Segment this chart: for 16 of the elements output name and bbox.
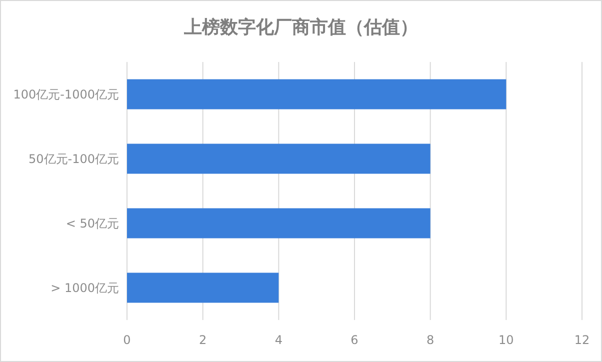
bar xyxy=(127,208,430,238)
x-tick-label: 2 xyxy=(199,333,207,347)
y-tick-label: 50亿元-100亿元 xyxy=(28,152,119,166)
x-tick-label: 4 xyxy=(274,333,282,347)
x-tick-label: 0 xyxy=(123,333,131,347)
chart-title: 上榜数字化厂商市值（估值） xyxy=(183,17,418,38)
x-tick-label: 8 xyxy=(426,333,434,347)
x-tick-label: 6 xyxy=(350,333,358,347)
bar xyxy=(127,144,430,174)
x-tick-label: 12 xyxy=(574,333,590,347)
y-tick-label: < 50亿元 xyxy=(66,216,119,230)
x-tick-label: 10 xyxy=(498,333,514,347)
bar xyxy=(127,272,279,303)
y-tick-label: > 1000亿元 xyxy=(50,280,119,295)
bar xyxy=(127,79,506,110)
y-tick-label: 100亿元-1000亿元 xyxy=(13,87,119,102)
